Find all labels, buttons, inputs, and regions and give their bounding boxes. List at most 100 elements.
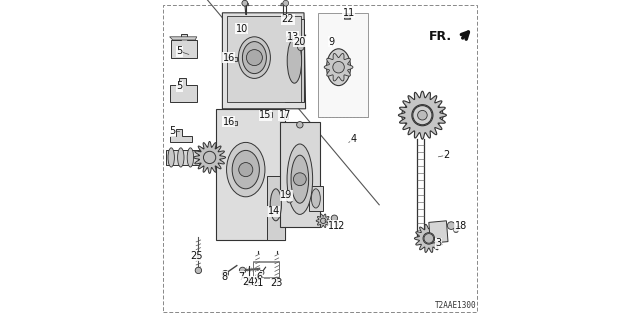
Circle shape [246, 280, 252, 286]
Circle shape [294, 173, 307, 186]
Ellipse shape [227, 142, 265, 197]
Polygon shape [285, 19, 304, 102]
Circle shape [255, 277, 260, 283]
Ellipse shape [168, 148, 174, 167]
Circle shape [333, 61, 344, 73]
Text: 6: 6 [256, 272, 262, 282]
Circle shape [412, 105, 433, 126]
Text: 24: 24 [242, 276, 254, 287]
Circle shape [423, 233, 435, 244]
Polygon shape [227, 16, 301, 102]
Text: 8: 8 [221, 272, 227, 282]
Text: 16: 16 [223, 52, 235, 63]
Text: 20: 20 [293, 36, 305, 47]
Circle shape [206, 154, 214, 161]
Polygon shape [244, 3, 249, 6]
Bar [253, 262, 279, 278]
Text: 4: 4 [351, 134, 356, 144]
Polygon shape [344, 13, 351, 19]
Polygon shape [223, 13, 306, 109]
Text: 7: 7 [239, 272, 244, 282]
Text: 19: 19 [280, 190, 292, 200]
Polygon shape [166, 150, 216, 165]
Text: FR.: FR. [429, 30, 452, 43]
Circle shape [239, 163, 253, 177]
Polygon shape [324, 53, 353, 81]
Text: 16: 16 [223, 116, 235, 127]
Text: 11: 11 [342, 8, 355, 18]
Polygon shape [172, 34, 197, 58]
Polygon shape [429, 221, 448, 243]
Circle shape [239, 267, 246, 274]
Text: T2AAE1300: T2AAE1300 [435, 301, 477, 310]
Polygon shape [170, 129, 192, 142]
Text: 9: 9 [328, 36, 334, 47]
Ellipse shape [232, 150, 259, 189]
Text: 3: 3 [435, 238, 442, 248]
Text: 21: 21 [252, 278, 264, 288]
Ellipse shape [287, 38, 301, 83]
Ellipse shape [198, 148, 205, 167]
Ellipse shape [312, 189, 321, 208]
Polygon shape [316, 214, 330, 228]
Polygon shape [398, 91, 447, 139]
Circle shape [447, 222, 455, 229]
Text: 14: 14 [268, 206, 280, 216]
Circle shape [332, 215, 338, 221]
Bar [319, 13, 368, 117]
Circle shape [242, 0, 248, 6]
Text: 1: 1 [328, 220, 334, 231]
Text: 23: 23 [271, 278, 283, 288]
Text: 5: 5 [170, 126, 176, 136]
Bar [233, 57, 237, 61]
Text: 17: 17 [278, 110, 291, 120]
Ellipse shape [243, 42, 266, 74]
Ellipse shape [287, 144, 313, 214]
Text: 18: 18 [454, 220, 467, 231]
Ellipse shape [291, 155, 308, 203]
Ellipse shape [326, 49, 351, 85]
Circle shape [260, 270, 264, 275]
Bar [233, 121, 237, 125]
Text: 12: 12 [333, 220, 346, 231]
Ellipse shape [287, 36, 294, 41]
Polygon shape [309, 186, 323, 211]
Circle shape [204, 151, 216, 164]
Circle shape [297, 122, 303, 128]
Ellipse shape [238, 37, 270, 78]
Text: 2: 2 [444, 150, 449, 160]
Polygon shape [415, 224, 443, 252]
Polygon shape [170, 78, 197, 102]
Circle shape [283, 0, 289, 6]
Ellipse shape [188, 148, 193, 167]
Text: 13: 13 [287, 32, 299, 42]
Ellipse shape [178, 148, 184, 167]
Circle shape [298, 44, 304, 51]
Text: 10: 10 [236, 24, 248, 34]
Circle shape [246, 50, 262, 66]
Circle shape [195, 267, 202, 274]
Circle shape [417, 110, 428, 120]
Bar [284, 114, 288, 119]
Polygon shape [280, 122, 320, 227]
Ellipse shape [402, 101, 443, 130]
Polygon shape [268, 176, 285, 240]
Circle shape [454, 228, 458, 233]
Text: 22: 22 [282, 14, 294, 24]
Circle shape [222, 270, 228, 277]
Text: 15: 15 [259, 110, 272, 120]
Text: 5: 5 [176, 46, 182, 56]
Polygon shape [170, 37, 197, 40]
Ellipse shape [270, 189, 282, 221]
Polygon shape [193, 141, 226, 173]
Bar [253, 261, 279, 277]
Circle shape [413, 106, 432, 125]
Circle shape [274, 277, 280, 283]
Circle shape [287, 197, 292, 203]
Ellipse shape [289, 37, 292, 40]
Text: 5: 5 [176, 81, 182, 92]
Bar [268, 112, 272, 117]
Text: 25: 25 [191, 251, 203, 261]
Circle shape [424, 234, 434, 243]
Polygon shape [216, 109, 285, 240]
